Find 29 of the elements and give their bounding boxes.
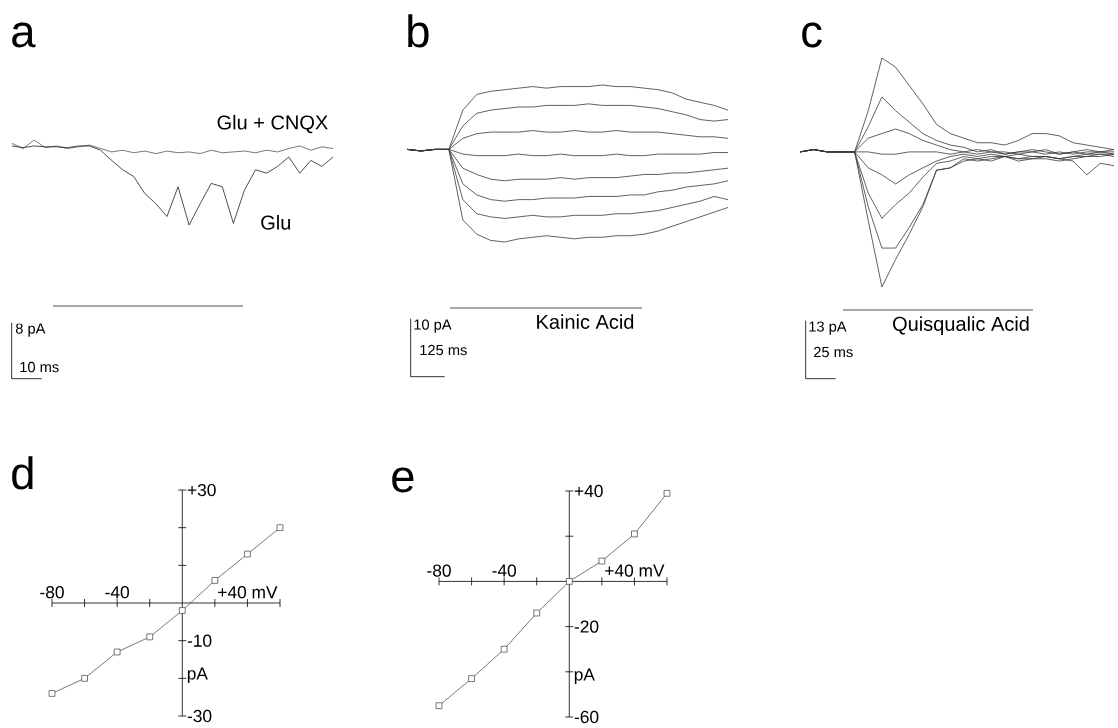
text: Quisqualic Acid xyxy=(893,316,1029,336)
x-tick-label: +40 mV xyxy=(605,564,665,577)
series-label: Glu xyxy=(261,215,291,230)
text: 125 ms xyxy=(420,345,467,356)
y-tick-label: +40 xyxy=(574,485,603,498)
chart-title: c xyxy=(802,22,822,48)
text: 25 ms xyxy=(814,347,853,358)
text: 8 pA xyxy=(15,323,46,337)
text: Kainic Acid xyxy=(537,314,634,330)
y-tick-label: -20 xyxy=(574,620,599,633)
y-tick-label: -10 xyxy=(187,634,212,648)
chart-title: d xyxy=(12,456,33,490)
text: 13 pA xyxy=(809,321,847,335)
y-tick-label: -60 xyxy=(574,711,599,724)
y-tick-label: +30 xyxy=(187,484,216,497)
x-tick-label: -40 xyxy=(105,586,129,599)
chart-title: a xyxy=(12,22,36,48)
x-tick-label: -40 xyxy=(492,564,516,577)
text: 10 ms xyxy=(20,362,59,373)
x-tick-label: -80 xyxy=(40,586,64,599)
chart-title: b xyxy=(408,14,429,48)
y-axis-title: pA xyxy=(574,668,595,685)
text: 10 pA xyxy=(414,319,452,333)
y-tick-label: -30 xyxy=(187,710,212,723)
x-tick-label: +40 mV xyxy=(218,586,278,599)
chart-title: e xyxy=(392,467,414,493)
x-tick-label: -80 xyxy=(427,564,451,577)
series-label: Glu + CNQX xyxy=(217,115,328,134)
y-axis-title: pA xyxy=(187,667,208,684)
